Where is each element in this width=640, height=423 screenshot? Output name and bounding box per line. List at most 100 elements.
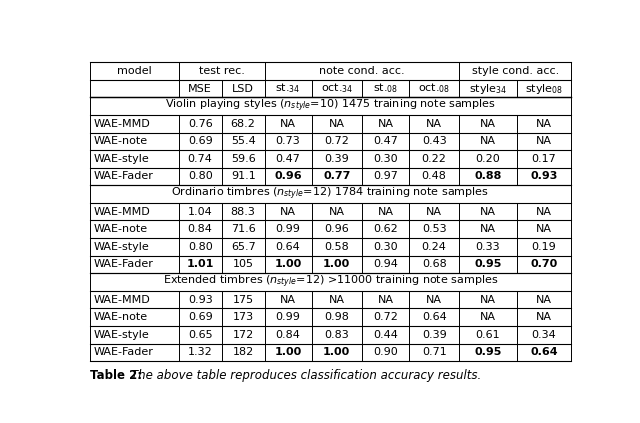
Text: 0.47: 0.47 — [276, 154, 301, 164]
Text: NA: NA — [536, 294, 552, 305]
Text: 0.80: 0.80 — [188, 171, 212, 181]
Text: 0.73: 0.73 — [276, 136, 300, 146]
Text: MSE: MSE — [188, 83, 212, 93]
Text: NA: NA — [536, 119, 552, 129]
Text: NA: NA — [480, 224, 496, 234]
Text: 0.70: 0.70 — [530, 259, 557, 269]
Text: 0.88: 0.88 — [474, 171, 502, 181]
Text: WAE-style: WAE-style — [94, 330, 150, 340]
Text: 0.93: 0.93 — [188, 294, 212, 305]
Text: 0.72: 0.72 — [373, 312, 398, 322]
Text: 0.30: 0.30 — [373, 154, 398, 164]
Text: NA: NA — [480, 207, 496, 217]
Text: NA: NA — [378, 294, 394, 305]
Text: 1.01: 1.01 — [186, 259, 214, 269]
Text: 0.19: 0.19 — [531, 242, 556, 252]
Text: 0.94: 0.94 — [373, 259, 398, 269]
Text: NA: NA — [280, 294, 296, 305]
Text: 0.77: 0.77 — [323, 171, 351, 181]
Text: 88.3: 88.3 — [230, 207, 255, 217]
Text: 0.64: 0.64 — [422, 312, 447, 322]
Text: test rec.: test rec. — [198, 66, 244, 76]
Text: 0.61: 0.61 — [476, 330, 500, 340]
Text: 0.96: 0.96 — [324, 224, 349, 234]
Text: 0.34: 0.34 — [531, 330, 556, 340]
Text: 59.6: 59.6 — [231, 154, 255, 164]
Text: style$_{34}$: style$_{34}$ — [469, 82, 507, 96]
Text: 0.90: 0.90 — [373, 347, 398, 357]
Text: WAE-MMD: WAE-MMD — [94, 294, 150, 305]
Text: 0.24: 0.24 — [422, 242, 447, 252]
Text: 0.97: 0.97 — [373, 171, 398, 181]
Text: 0.98: 0.98 — [324, 312, 349, 322]
Text: WAE-note: WAE-note — [94, 136, 148, 146]
Text: 0.65: 0.65 — [188, 330, 212, 340]
Text: Violin playing styles ($n_{style}$=10) 1475 training note samples: Violin playing styles ($n_{style}$=10) 1… — [165, 98, 496, 114]
Text: The above table reproduces classification accuracy results.: The above table reproduces classificatio… — [131, 369, 481, 382]
Text: 0.43: 0.43 — [422, 136, 447, 146]
Text: 0.58: 0.58 — [324, 242, 349, 252]
Text: 0.68: 0.68 — [422, 259, 447, 269]
Text: WAE-style: WAE-style — [94, 154, 150, 164]
Text: 182: 182 — [232, 347, 253, 357]
Text: 91.1: 91.1 — [231, 171, 255, 181]
Text: 0.69: 0.69 — [188, 136, 212, 146]
Text: 173: 173 — [232, 312, 253, 322]
Text: Table 2:: Table 2: — [90, 369, 142, 382]
Text: 0.47: 0.47 — [373, 136, 398, 146]
Text: 0.33: 0.33 — [476, 242, 500, 252]
Text: 0.17: 0.17 — [531, 154, 556, 164]
Text: 1.00: 1.00 — [323, 259, 351, 269]
Text: 0.48: 0.48 — [422, 171, 447, 181]
Text: Ordinario timbres ($n_{style}$=12) 1784 training note samples: Ordinario timbres ($n_{style}$=12) 1784 … — [172, 186, 490, 202]
Text: style cond. acc.: style cond. acc. — [472, 66, 559, 76]
Text: 0.95: 0.95 — [474, 259, 502, 269]
Text: NA: NA — [280, 207, 296, 217]
Text: st.$_{34}$: st.$_{34}$ — [275, 82, 301, 96]
Text: note cond. acc.: note cond. acc. — [319, 66, 404, 76]
Text: 0.99: 0.99 — [276, 312, 301, 322]
Text: 71.6: 71.6 — [231, 224, 255, 234]
Text: 0.76: 0.76 — [188, 119, 212, 129]
Text: NA: NA — [480, 312, 496, 322]
Text: 1.04: 1.04 — [188, 207, 212, 217]
Text: WAE-Fader: WAE-Fader — [94, 171, 154, 181]
Text: 0.72: 0.72 — [324, 136, 349, 146]
Text: NA: NA — [536, 207, 552, 217]
Text: 0.64: 0.64 — [276, 242, 300, 252]
Text: WAE-Fader: WAE-Fader — [94, 347, 154, 357]
Text: 0.80: 0.80 — [188, 242, 212, 252]
Text: 175: 175 — [232, 294, 253, 305]
Text: 0.62: 0.62 — [373, 224, 398, 234]
Text: LSD: LSD — [232, 83, 254, 93]
Text: 0.84: 0.84 — [188, 224, 212, 234]
Text: NA: NA — [536, 312, 552, 322]
Text: 0.93: 0.93 — [530, 171, 557, 181]
Text: 68.2: 68.2 — [230, 119, 255, 129]
Text: 0.83: 0.83 — [324, 330, 349, 340]
Text: NA: NA — [536, 224, 552, 234]
Text: NA: NA — [480, 294, 496, 305]
Text: 0.96: 0.96 — [275, 171, 302, 181]
Text: 0.84: 0.84 — [276, 330, 301, 340]
Text: style$_{08}$: style$_{08}$ — [525, 82, 563, 96]
Text: WAE-MMD: WAE-MMD — [94, 119, 150, 129]
Text: WAE-note: WAE-note — [94, 224, 148, 234]
Text: 0.39: 0.39 — [324, 154, 349, 164]
Text: NA: NA — [480, 136, 496, 146]
Text: WAE-Fader: WAE-Fader — [94, 259, 154, 269]
Text: 0.71: 0.71 — [422, 347, 447, 357]
Text: NA: NA — [280, 119, 296, 129]
Text: 0.64: 0.64 — [530, 347, 557, 357]
Text: 0.69: 0.69 — [188, 312, 212, 322]
Text: 55.4: 55.4 — [231, 136, 255, 146]
Text: WAE-MMD: WAE-MMD — [94, 207, 150, 217]
Text: 105: 105 — [232, 259, 253, 269]
Text: 172: 172 — [232, 330, 253, 340]
Text: model: model — [117, 66, 152, 76]
Text: 0.95: 0.95 — [474, 347, 502, 357]
Text: 0.22: 0.22 — [422, 154, 447, 164]
Text: NA: NA — [426, 294, 442, 305]
Text: 0.99: 0.99 — [276, 224, 301, 234]
Text: 1.00: 1.00 — [275, 259, 301, 269]
